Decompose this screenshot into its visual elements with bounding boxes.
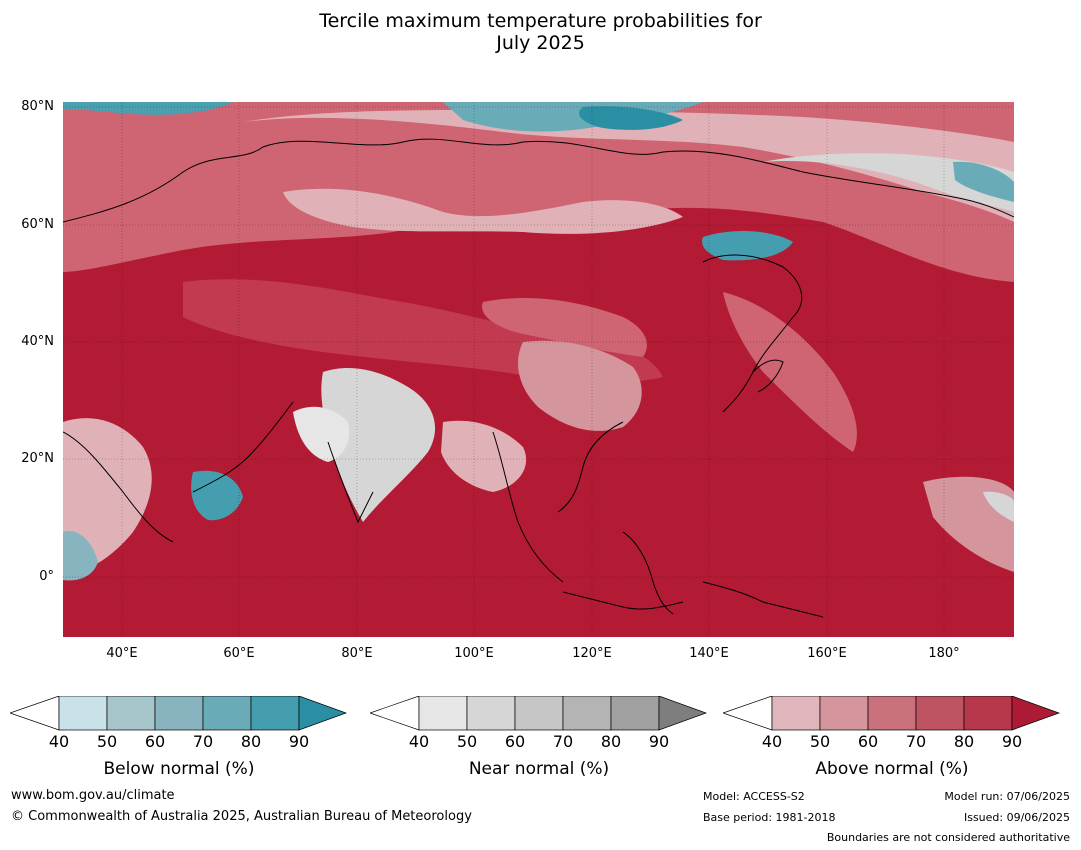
colorbar-near-normal [370,696,708,731]
cbar-near-seg-1 [418,696,468,731]
cbar-below-seg-3 [154,696,204,731]
coastlines [63,138,1014,618]
lon-label-40e: 40°E [106,646,138,661]
region-below-normal-barents [63,102,233,115]
cbar-below-seg-1 [58,696,108,731]
region-below-normal-laptev [579,106,683,130]
graticule [63,102,1014,637]
cbar-below-seg-2 [106,696,156,731]
region-near-normal-india [321,367,436,522]
cbar-below-tick: 80 [240,732,262,751]
cbar-below-arrow-left [10,696,60,731]
cbar-above-tick: 50 [809,732,831,751]
lon-label-100e: 100°E [454,646,494,661]
region-near-normal-central-pacific [983,491,1014,522]
cbar-near-seg-3 [514,696,564,731]
probability-map [63,102,1014,637]
cbar-above-seg-4 [915,696,965,731]
cbar-above-arrow-left [723,696,773,731]
cbar-below-seg-5 [250,696,300,731]
region-above-low-china [518,340,642,431]
region-above-low-arabia [63,418,152,577]
cbar-below-title: Below normal (%) [103,759,255,779]
lon-label-80e: 80°E [341,646,373,661]
cbar-near-arrow-right [658,696,708,731]
cbar-near-tick: 90 [648,732,670,751]
cbar-above-tick: 80 [953,732,975,751]
lon-label-160e: 160°E [807,646,847,661]
cbar-above-tick: 70 [905,732,927,751]
map-title: Tercile maximum temperature probabilitie… [0,10,1081,54]
cbar-near-tick: 70 [552,732,574,751]
title-line-2: July 2025 [496,32,585,54]
issued-text: Issued: 09/06/2025 [963,811,1070,824]
map-svg [63,102,1014,637]
region-near-normal-ne [763,153,1014,212]
model-text: Model: ACCESS-S2 [703,790,805,803]
cbar-near-seg-5 [610,696,660,731]
website-link[interactable]: www.bom.gov.au/climate [11,788,175,803]
lon-label-120e: 120°E [572,646,612,661]
cbar-near-tick: 40 [408,732,430,751]
cbar-below-tick: 50 [96,732,118,751]
disclaimer-text: Boundaries are not considered authoritat… [826,831,1070,844]
lon-label-140e: 140°E [689,646,729,661]
model-run-text: Model run: 07/06/2025 [944,790,1070,803]
cbar-above-arrow-right [1011,696,1061,731]
lat-label-40n: 40°N [21,334,54,349]
cbar-above-tick: 90 [1001,732,1023,751]
cbar-above-seg-1 [771,696,821,731]
cbar-below-tick: 90 [288,732,310,751]
region-near-normal-pakistan [293,406,350,462]
region-below-normal-arabian-sea [191,470,243,521]
cbar-below-tick: 60 [144,732,166,751]
title-line-1: Tercile maximum temperature probabilitie… [319,10,762,32]
copyright-text: © Commonwealth of Australia 2025, Austra… [11,809,472,824]
lat-label-20n: 20°N [21,451,54,466]
cbar-below-tick: 70 [192,732,214,751]
base-period-text: Base period: 1981-2018 [703,811,836,824]
cbar-above-tick: 40 [761,732,783,751]
cbar-near-seg-4 [562,696,612,731]
colorbar-below-normal [10,696,348,731]
lon-label-60e: 60°E [223,646,255,661]
cbar-above-seg-3 [867,696,917,731]
cbar-above-seg-2 [819,696,869,731]
cbar-below-seg-4 [202,696,252,731]
region-above-low-siberia [283,188,683,234]
cbar-above-seg-5 [963,696,1013,731]
lat-label-0: 0° [39,569,54,584]
colorbar-above-normal [723,696,1061,731]
cbar-above-tick: 60 [857,732,879,751]
region-below-normal-east-africa [63,531,98,581]
lat-label-80n: 80°N [21,99,54,114]
lon-label-180: 180° [928,646,960,661]
lat-label-60n: 60°N [21,217,54,232]
cbar-near-tick: 80 [600,732,622,751]
region-above-low-arctic [243,110,1014,222]
cbar-near-title: Near normal (%) [468,759,610,779]
region-below-normal-bering [953,161,1014,202]
cbar-near-arrow-left [370,696,420,731]
cbar-near-tick: 50 [456,732,478,751]
region-above-mid-mongolia [482,297,647,357]
cbar-below-arrow-right [298,696,348,731]
region-above-mid-nw-pacific [723,292,857,452]
cbar-near-seg-2 [466,696,516,731]
cbar-below-tick: 40 [48,732,70,751]
cbar-above-title: Above normal (%) [815,759,969,779]
cbar-near-tick: 60 [504,732,526,751]
region-below-normal-okhotsk [702,230,793,261]
